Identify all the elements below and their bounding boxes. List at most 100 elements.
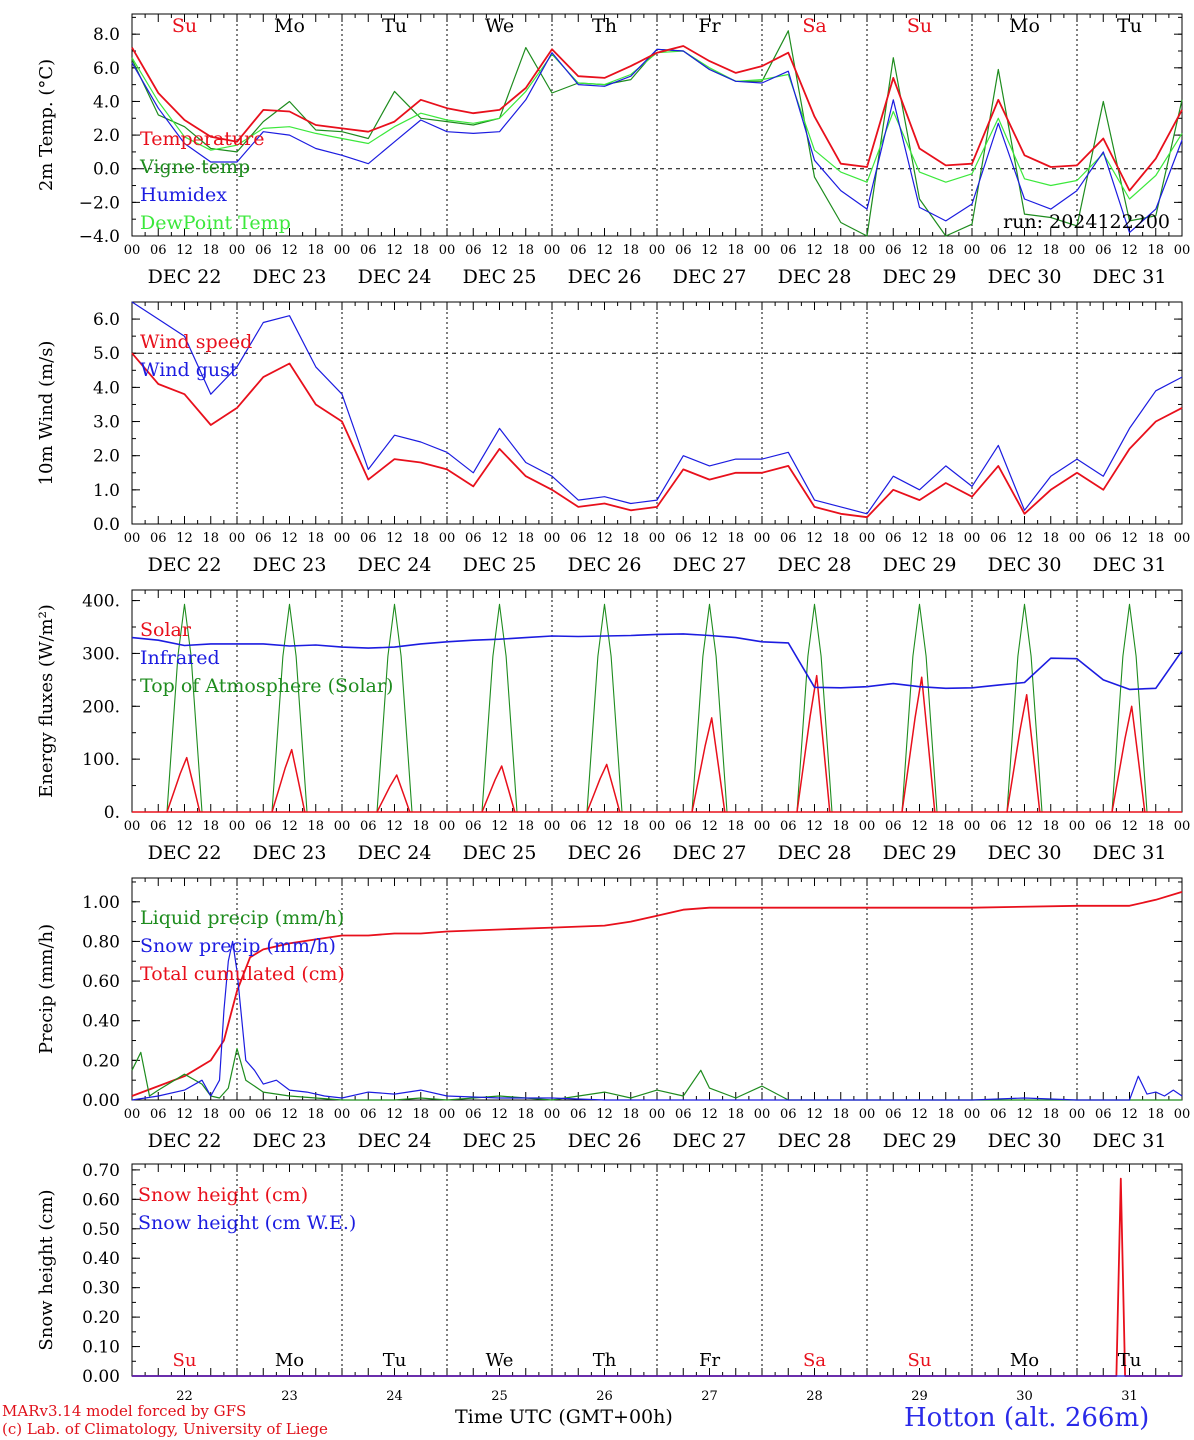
hour-label: 00 bbox=[859, 243, 876, 258]
hour-label: 18 bbox=[622, 1107, 639, 1122]
hour-label: 00 bbox=[544, 819, 561, 834]
hour-label: 18 bbox=[832, 531, 849, 546]
day-number-label: 27 bbox=[701, 1389, 718, 1404]
day-number-label: 24 bbox=[386, 1389, 403, 1404]
legend-item: Vigne temp bbox=[139, 156, 250, 178]
hour-label: 06 bbox=[360, 531, 377, 546]
hour-label: 18 bbox=[517, 1107, 534, 1122]
hour-label: 12 bbox=[491, 1107, 508, 1122]
hour-label: 18 bbox=[307, 819, 324, 834]
hour-label: 18 bbox=[832, 243, 849, 258]
hour-label: 18 bbox=[307, 1107, 324, 1122]
series-toa-solar bbox=[237, 603, 342, 813]
date-label: DEC 29 bbox=[883, 1130, 957, 1152]
hour-label: 00 bbox=[1174, 531, 1191, 546]
date-label: DEC 27 bbox=[673, 554, 747, 576]
hour-label: 18 bbox=[412, 1107, 429, 1122]
hour-label: 12 bbox=[176, 243, 193, 258]
hour-label: 00 bbox=[859, 531, 876, 546]
hour-label: 12 bbox=[911, 819, 928, 834]
hour-label: 06 bbox=[780, 531, 797, 546]
series-infrared bbox=[131, 633, 1183, 691]
y-axis-label: Precip (mm/h) bbox=[36, 924, 57, 1054]
hour-label: 12 bbox=[1121, 1107, 1138, 1122]
y-tick-label: 6.0 bbox=[93, 59, 120, 79]
date-label: DEC 29 bbox=[883, 266, 957, 288]
hour-label: 12 bbox=[386, 531, 403, 546]
y-tick-label: 0.00 bbox=[82, 1091, 120, 1111]
hour-label: 18 bbox=[202, 1107, 219, 1122]
date-label: DEC 27 bbox=[673, 1130, 747, 1152]
hour-label: 18 bbox=[517, 819, 534, 834]
hour-label: 00 bbox=[1069, 1107, 1086, 1122]
legend-item: DewPoint Temp bbox=[140, 212, 291, 234]
hour-label: 06 bbox=[1095, 243, 1112, 258]
y-tick-label: 0.0 bbox=[93, 515, 120, 535]
hour-label: 06 bbox=[780, 1107, 797, 1122]
y-tick-label: 0.80 bbox=[82, 932, 120, 952]
hour-label: 18 bbox=[937, 819, 954, 834]
hour-label: 18 bbox=[727, 243, 744, 258]
date-label: DEC 30 bbox=[988, 842, 1062, 864]
y-axis-label: 10m Wind (m/s) bbox=[36, 341, 57, 486]
hour-label: 12 bbox=[911, 531, 928, 546]
hour-label: 18 bbox=[1042, 243, 1059, 258]
hour-label: 00 bbox=[964, 243, 981, 258]
hour-label: 06 bbox=[570, 243, 587, 258]
y-tick-label: 0.60 bbox=[82, 1190, 120, 1210]
hour-label: 00 bbox=[229, 243, 246, 258]
series-solar bbox=[1006, 693, 1041, 813]
hour-label: 12 bbox=[806, 1107, 823, 1122]
hour-label: 18 bbox=[307, 531, 324, 546]
hour-label: 06 bbox=[570, 1107, 587, 1122]
hour-label: 06 bbox=[990, 531, 1007, 546]
weekday-label: Th bbox=[592, 15, 617, 37]
series-snow-precip-mm-h- bbox=[131, 940, 1183, 1101]
hour-label: 12 bbox=[1016, 531, 1033, 546]
weekday-label: Th bbox=[593, 1350, 617, 1371]
y-tick-label: 300. bbox=[82, 644, 120, 664]
date-label: DEC 31 bbox=[1093, 554, 1167, 576]
y-tick-label: 0.20 bbox=[82, 1308, 120, 1328]
hour-label: 06 bbox=[360, 1107, 377, 1122]
day-number-label: 28 bbox=[806, 1389, 823, 1404]
hour-label: 12 bbox=[281, 1107, 298, 1122]
hour-label: 06 bbox=[675, 1107, 692, 1122]
hour-label: 06 bbox=[465, 819, 482, 834]
series-humidex bbox=[131, 48, 1183, 234]
hour-label: 00 bbox=[754, 243, 771, 258]
series-wind-speed bbox=[131, 352, 1183, 519]
hour-label: 06 bbox=[255, 243, 272, 258]
date-label: DEC 23 bbox=[253, 1130, 327, 1152]
hour-label: 00 bbox=[1069, 531, 1086, 546]
y-tick-label: 0.0 bbox=[93, 160, 120, 180]
date-label: DEC 22 bbox=[148, 554, 222, 576]
date-label: DEC 26 bbox=[568, 266, 642, 288]
hour-label: 00 bbox=[1069, 819, 1086, 834]
y-axis-label: Snow height (cm) bbox=[36, 1189, 57, 1350]
hour-label: 12 bbox=[386, 1107, 403, 1122]
hour-label: 06 bbox=[675, 243, 692, 258]
date-label: DEC 23 bbox=[253, 842, 327, 864]
hour-label: 00 bbox=[649, 819, 666, 834]
series-solar bbox=[691, 717, 726, 813]
legend-item: Infrared bbox=[140, 647, 220, 669]
hour-label: 18 bbox=[412, 531, 429, 546]
hour-label: 12 bbox=[596, 243, 613, 258]
y-tick-label: 200. bbox=[82, 697, 120, 717]
legend-item: Snow height (cm W.E.) bbox=[138, 1212, 356, 1234]
hour-label: 00 bbox=[334, 243, 351, 258]
legend-item: Temperature bbox=[140, 128, 264, 150]
hour-label: 18 bbox=[202, 243, 219, 258]
hour-label: 12 bbox=[701, 1107, 718, 1122]
hour-label: 00 bbox=[229, 819, 246, 834]
hour-label: 18 bbox=[1147, 819, 1164, 834]
day-number-label: 25 bbox=[491, 1389, 508, 1404]
legend-item: Humidex bbox=[140, 184, 227, 206]
series-toa-solar bbox=[1077, 603, 1182, 813]
legend-item: Liquid precip (mm/h) bbox=[140, 907, 344, 929]
date-label: DEC 28 bbox=[778, 266, 852, 288]
hour-label: 06 bbox=[885, 819, 902, 834]
date-label: DEC 30 bbox=[988, 554, 1062, 576]
hour-label: 06 bbox=[150, 243, 167, 258]
